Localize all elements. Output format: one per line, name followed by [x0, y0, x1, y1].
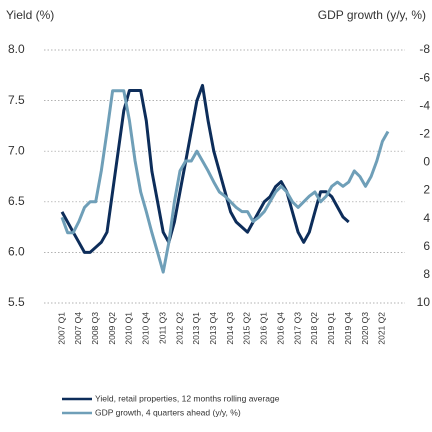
x-tick-label: 2009 Q2 [107, 312, 117, 345]
y2-axis-label: GDP growth (y/y, %) [318, 8, 426, 22]
x-tick-label: 2017 Q3 [292, 312, 302, 345]
x-tick-label: 2012 Q2 [174, 312, 184, 345]
x-tick-label: 2014 Q3 [225, 312, 235, 345]
x-tick-label: 2008 Q3 [90, 312, 100, 345]
legend-label: Yield, retail properties, 12 months roll… [95, 393, 280, 403]
y2-tick-label: 8 [423, 267, 430, 281]
x-tick-label: 2013 Q4 [208, 312, 218, 345]
y2-tick-label: 6 [423, 239, 430, 253]
y-tick-label: 7.0 [8, 143, 25, 157]
y-tick-label: 7.5 [8, 93, 25, 107]
x-tick-label: 2011 Q3 [157, 312, 167, 344]
y2-tick-label: 0 [423, 155, 430, 169]
y2-tick-label: -8 [419, 42, 430, 56]
x-tick-label: 2018 Q2 [309, 312, 319, 345]
series-line [60, 89, 390, 274]
y2-tick-label: -6 [419, 70, 430, 84]
y-tick-label: 6.5 [8, 194, 25, 208]
x-tick-label: 2016 Q4 [275, 312, 285, 345]
y2-tick-label: 10 [417, 295, 431, 309]
y-axis-label: Yield (%) [6, 8, 54, 22]
x-tick-label: 2010 Q1 [124, 312, 134, 345]
x-tick-label: 2019 Q1 [326, 312, 336, 345]
y-tick-label: 8.0 [8, 42, 25, 56]
y2-tick-label: 2 [423, 183, 430, 197]
legend-label: GDP growth, 4 quarters ahead (y/y, %) [95, 407, 241, 417]
y2-tick-label: -4 [419, 98, 430, 112]
y2-tick-label: -2 [419, 127, 430, 141]
x-tick-label: 2021 Q2 [377, 312, 387, 345]
x-tick-label: 2013 Q1 [191, 312, 201, 345]
x-tick-label: 2016 Q1 [259, 312, 269, 345]
x-tick-label: 2007 Q1 [56, 312, 66, 345]
series-line [60, 83, 350, 254]
y2-tick-label: 4 [423, 211, 430, 225]
x-tick-label: 2010 Q4 [141, 312, 151, 345]
y-tick-label: 5.5 [8, 295, 25, 309]
x-tick-label: 2020 Q3 [360, 312, 370, 345]
y-tick-label: 6.0 [8, 245, 25, 259]
x-tick-label: 2007 Q4 [73, 312, 83, 345]
x-tick-label: 2015 Q2 [242, 312, 252, 345]
x-tick-label: 2019 Q4 [343, 312, 353, 345]
